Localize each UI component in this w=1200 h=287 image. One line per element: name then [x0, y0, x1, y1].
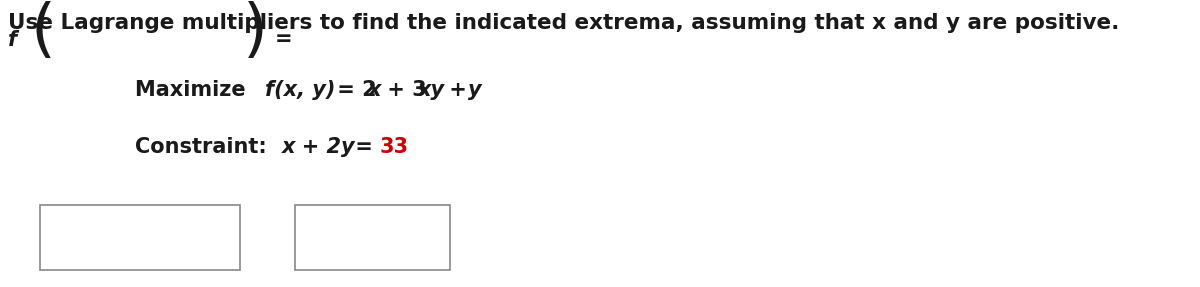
Text: 33: 33 [380, 137, 409, 157]
Text: f: f [8, 30, 17, 49]
Text: =: = [275, 30, 293, 49]
Text: =: = [348, 137, 380, 157]
Text: f(x, y): f(x, y) [265, 80, 335, 100]
Text: Constraint:: Constraint: [134, 137, 288, 157]
Text: x: x [368, 80, 382, 100]
Text: (: ( [30, 1, 55, 63]
Text: y: y [468, 80, 481, 100]
Text: ): ) [242, 1, 268, 63]
Text: +: + [442, 80, 474, 100]
Text: Use Lagrange multipliers to find the indicated extrema, assuming that x and y ar: Use Lagrange multipliers to find the ind… [8, 13, 1120, 33]
Text: x + 2y: x + 2y [282, 137, 355, 157]
Text: = 2: = 2 [330, 80, 377, 100]
Text: + 3: + 3 [380, 80, 427, 100]
FancyBboxPatch shape [295, 205, 450, 270]
FancyBboxPatch shape [40, 205, 240, 270]
Text: xy: xy [418, 80, 445, 100]
Text: Maximize: Maximize [134, 80, 260, 100]
